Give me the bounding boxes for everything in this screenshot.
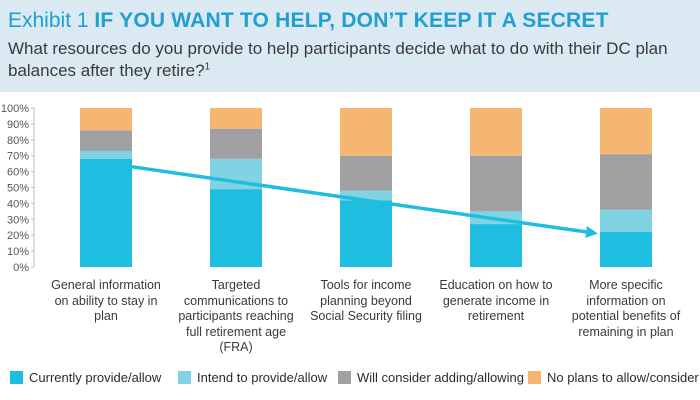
legend-swatch	[338, 370, 351, 384]
category-label-line: on ability to stay in	[54, 293, 158, 308]
bar-segment	[600, 232, 652, 267]
legend-label: Intend to provide/allow	[197, 369, 328, 385]
y-tick-label: 90%	[7, 119, 29, 131]
trend-arrow-head	[585, 225, 598, 238]
bar-segment	[80, 158, 132, 267]
bar-segment	[210, 189, 262, 267]
bar-segment	[210, 108, 262, 129]
bar-segment	[600, 108, 652, 155]
y-tick-label: 70%	[7, 151, 29, 163]
category-label-line: retirement	[467, 309, 525, 323]
bar-segment	[340, 200, 392, 267]
header-banner: Exhibit 1 IF YOU WANT TO HELP, DON’T KEE…	[0, 0, 700, 92]
legend-swatch	[178, 370, 191, 384]
category-label-line: generate income in	[442, 293, 550, 308]
category-label: Targeted communications to participants re…	[166, 278, 306, 356]
legend-label: No plans to allow/consider	[547, 369, 699, 385]
category-label-line: full retirement age	[185, 324, 287, 339]
category-label-line: potential benefits of	[571, 309, 681, 323]
legend-swatch	[10, 370, 23, 384]
category-label-line: Targeted	[211, 278, 261, 292]
trend-arrow-line	[130, 165, 588, 234]
y-tick-label: 20%	[7, 230, 29, 242]
category-label-line: communications to	[183, 293, 289, 308]
legend-item: Will consider adding/allowing	[338, 366, 524, 388]
bar-segment	[340, 190, 392, 201]
bar-segment	[470, 224, 522, 267]
category-label: More specific information on potential ben…	[556, 278, 696, 340]
category-label: General information on ability to stay in…	[36, 278, 176, 325]
category-label-line: planning beyond	[320, 293, 412, 308]
bar-segment	[80, 150, 132, 159]
y-tick-label: 100%	[1, 103, 29, 115]
bar-segment	[600, 154, 652, 210]
y-tick-label: 10%	[7, 246, 29, 258]
chart-legend: Currently provide/allow Intend to provide…	[10, 366, 700, 390]
bar-segment	[80, 130, 132, 151]
category-label-line: Social Security filing	[310, 309, 422, 323]
category-label-line: participants reaching	[178, 309, 294, 323]
legend-swatch	[528, 370, 541, 384]
exhibit-label: Exhibit 1	[8, 9, 89, 32]
category-label-line: Tools for income	[320, 278, 412, 292]
bar-segment	[470, 108, 522, 156]
chart-question: What resources do you provide to help pa…	[8, 38, 694, 82]
bar-segment	[600, 209, 652, 233]
category-label-line: More specific	[589, 278, 663, 292]
y-tick-label: 50%	[7, 183, 29, 195]
bar-segment	[340, 108, 392, 156]
category-label-line: remaining in plan	[578, 324, 674, 339]
category-label-line: plan	[94, 309, 118, 323]
legend-item: No plans to allow/consider	[528, 366, 699, 388]
bar-segment	[210, 128, 262, 159]
category-label: Education on how to generate income in ret…	[426, 278, 566, 325]
y-tick-label: 0%	[13, 262, 29, 274]
category-label-line: Education on how to	[439, 278, 553, 292]
legend-item: Intend to provide/allow	[178, 366, 327, 388]
bar-segment	[80, 108, 132, 131]
exhibit-title: Exhibit 1 IF YOU WANT TO HELP, DON’T KEE…	[8, 9, 609, 33]
legend-label: Currently provide/allow	[29, 369, 162, 385]
stacked-bar-chart: 0% 10% 20% 30% 40% 50% 60% 70% 80% 90% 100%	[1, 103, 652, 274]
y-tick-label: 80%	[7, 135, 29, 147]
bar-segment	[470, 155, 522, 212]
question-text: What resources do you provide to help pa…	[8, 39, 668, 80]
y-tick-label: 30%	[7, 214, 29, 226]
category-label-line: information on	[586, 293, 666, 308]
category-label: Tools for income planning beyond Social Se…	[296, 278, 436, 325]
y-tick-label: 60%	[7, 167, 29, 179]
y-tick-label: 40%	[7, 198, 29, 210]
category-label-line: General information	[51, 278, 161, 292]
footnote-marker: 1	[204, 61, 211, 73]
exhibit-heading: IF YOU WANT TO HELP, DON’T KEEP IT A SEC…	[94, 9, 609, 32]
legend-item: Currently provide/allow	[10, 366, 161, 388]
category-label-line: (FRA)	[219, 340, 253, 354]
legend-label: Will consider adding/allowing	[357, 369, 524, 385]
bar-segment	[340, 155, 392, 191]
